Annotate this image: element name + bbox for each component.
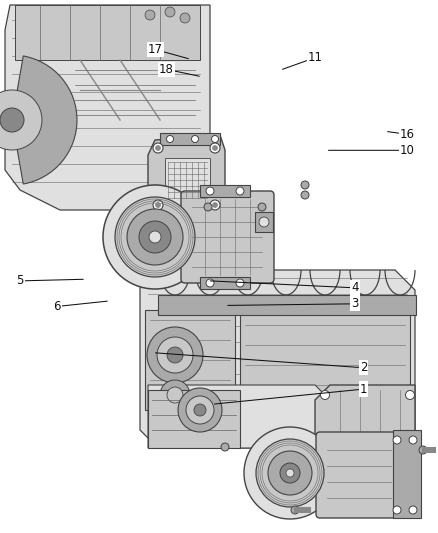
- Bar: [160, 133, 220, 145]
- Text: 17: 17: [148, 43, 188, 59]
- Circle shape: [256, 439, 324, 507]
- Bar: [200, 185, 250, 197]
- Text: 1: 1: [215, 383, 367, 404]
- Polygon shape: [5, 5, 210, 210]
- Circle shape: [280, 463, 300, 483]
- Polygon shape: [140, 270, 415, 448]
- Circle shape: [259, 217, 269, 227]
- Circle shape: [206, 187, 214, 195]
- Circle shape: [291, 506, 299, 514]
- Text: 18: 18: [159, 63, 199, 76]
- Circle shape: [155, 146, 160, 150]
- Polygon shape: [315, 385, 415, 460]
- Circle shape: [210, 143, 220, 153]
- Circle shape: [127, 209, 183, 265]
- Circle shape: [212, 135, 219, 142]
- Circle shape: [221, 443, 229, 451]
- Circle shape: [406, 448, 414, 456]
- Circle shape: [0, 90, 42, 150]
- Circle shape: [301, 191, 309, 199]
- Circle shape: [167, 347, 183, 363]
- Text: 16: 16: [388, 128, 415, 141]
- Wedge shape: [12, 56, 77, 184]
- Circle shape: [244, 427, 336, 519]
- Polygon shape: [148, 390, 240, 448]
- Circle shape: [167, 387, 183, 403]
- Circle shape: [321, 448, 329, 456]
- Text: 11: 11: [283, 51, 323, 69]
- Circle shape: [166, 135, 173, 142]
- Circle shape: [191, 135, 198, 142]
- Circle shape: [268, 451, 312, 495]
- Circle shape: [149, 231, 161, 243]
- Circle shape: [186, 396, 214, 424]
- Circle shape: [165, 7, 175, 17]
- Bar: [393, 430, 421, 518]
- Circle shape: [139, 221, 171, 253]
- Bar: [200, 277, 250, 289]
- Circle shape: [409, 436, 417, 444]
- Circle shape: [153, 200, 163, 210]
- Circle shape: [212, 203, 218, 207]
- Bar: [0, 265, 438, 533]
- Circle shape: [236, 279, 244, 287]
- Circle shape: [258, 203, 266, 211]
- Text: 10: 10: [328, 144, 415, 157]
- Circle shape: [180, 13, 190, 23]
- FancyBboxPatch shape: [316, 432, 402, 518]
- Circle shape: [103, 185, 207, 289]
- Bar: [255, 212, 273, 232]
- Text: 3: 3: [228, 297, 358, 310]
- Circle shape: [321, 391, 329, 400]
- Circle shape: [115, 197, 195, 277]
- Circle shape: [178, 388, 222, 432]
- Circle shape: [236, 187, 244, 195]
- Bar: [0, 0, 438, 270]
- Circle shape: [204, 203, 212, 211]
- Circle shape: [419, 446, 427, 454]
- Circle shape: [406, 391, 414, 400]
- Circle shape: [393, 436, 401, 444]
- Circle shape: [301, 181, 309, 189]
- Circle shape: [147, 327, 203, 383]
- Circle shape: [155, 203, 160, 207]
- Text: 2: 2: [155, 353, 367, 374]
- Circle shape: [153, 143, 163, 153]
- Text: 4: 4: [210, 281, 359, 294]
- Bar: [145, 310, 235, 410]
- Bar: [15, 5, 200, 60]
- Circle shape: [286, 469, 294, 477]
- Circle shape: [210, 200, 220, 210]
- Text: 5: 5: [16, 274, 83, 287]
- Bar: [240, 310, 410, 420]
- Polygon shape: [148, 385, 330, 448]
- FancyBboxPatch shape: [181, 191, 274, 283]
- Circle shape: [409, 506, 417, 514]
- Polygon shape: [148, 135, 225, 215]
- Circle shape: [160, 380, 190, 410]
- Text: 6: 6: [53, 300, 107, 313]
- Bar: [165, 158, 210, 203]
- Circle shape: [393, 506, 401, 514]
- Circle shape: [206, 279, 214, 287]
- Circle shape: [157, 337, 193, 373]
- Circle shape: [194, 404, 206, 416]
- Circle shape: [0, 108, 24, 132]
- Circle shape: [145, 10, 155, 20]
- Bar: [158, 295, 416, 315]
- Circle shape: [212, 146, 218, 150]
